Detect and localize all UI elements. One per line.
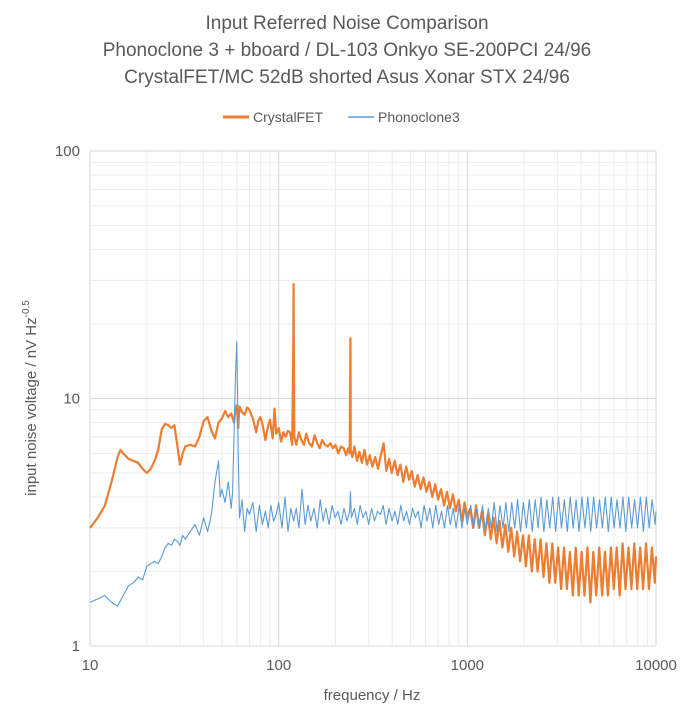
chart-title-line-1: Input Referred Noise Comparison <box>205 13 488 34</box>
major-gridlines <box>89 150 657 647</box>
series-line-phonoclone3 <box>89 340 657 607</box>
x-tick-labels: 10 100 1000 10000 <box>82 657 677 674</box>
x-tick-label-10000: 10000 <box>635 657 677 674</box>
series-line-crystalfet <box>89 283 658 604</box>
chart-title-line-2: Phonoclone 3 + bboard / DL-103 Onkyo SE-… <box>103 40 592 61</box>
y-tick-label-100: 100 <box>55 143 80 160</box>
x-tick-label-10: 10 <box>82 657 99 674</box>
y-tick-label-10: 10 <box>63 391 80 408</box>
y-axis-title-exponent: -0.5 <box>21 300 32 318</box>
y-tick-labels: 1 10 100 <box>55 143 80 655</box>
y-axis-title-text: input noise voltage / nV Hz <box>23 317 40 495</box>
x-axis-title: frequency / Hz <box>324 687 421 704</box>
series-layer <box>89 283 658 607</box>
legend-label-crystalfet: CrystalFET <box>253 109 323 125</box>
legend-label-phonoclone3: Phonoclone3 <box>378 109 460 125</box>
y-axis-title: input noise voltage / nV Hz-0.5 <box>21 300 40 496</box>
legend: CrystalFET Phonoclone3 <box>223 109 460 125</box>
y-tick-label-1: 1 <box>72 638 80 655</box>
x-tick-label-100: 100 <box>266 657 291 674</box>
x-tick-label-1000: 1000 <box>451 657 484 674</box>
chart-title-line-3: CrystalFET/MC 52dB shorted Asus Xonar ST… <box>124 67 570 88</box>
